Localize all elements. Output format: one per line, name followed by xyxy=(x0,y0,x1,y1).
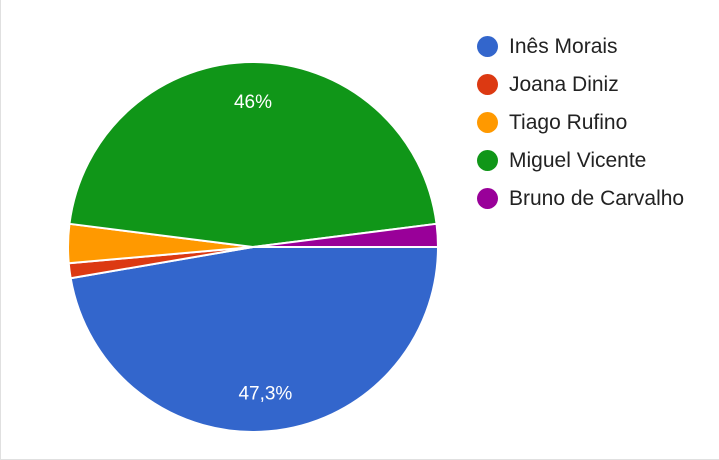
legend-item-ines-morais[interactable]: Inês Morais xyxy=(477,32,707,61)
legend-label: Miguel Vicente xyxy=(509,149,647,172)
slice-label: 46% xyxy=(234,92,272,113)
legend-item-tiago-rufino[interactable]: Tiago Rufino xyxy=(477,108,707,137)
legend-swatch xyxy=(477,112,498,133)
legend-swatch xyxy=(477,150,498,171)
legend-label: Joana Diniz xyxy=(509,73,619,96)
legend: Inês Morais Joana Diniz Tiago Rufino Mig… xyxy=(477,32,707,222)
pie-slice-bruno-de-carvalho[interactable] xyxy=(252,222,440,248)
pie-slice-miguel-vicente[interactable] xyxy=(68,61,438,249)
pie-slice-in-s-morais[interactable] xyxy=(69,246,440,433)
slice-label: 47,3% xyxy=(238,384,292,405)
legend-swatch xyxy=(477,188,498,209)
legend-swatch xyxy=(477,36,498,57)
legend-label: Inês Morais xyxy=(509,35,618,58)
legend-label: Bruno de Carvalho xyxy=(509,187,685,210)
legend-item-joana-diniz[interactable]: Joana Diniz xyxy=(477,70,707,99)
legend-item-miguel-vicente[interactable]: Miguel Vicente xyxy=(477,146,707,175)
legend-item-bruno-de-carvalho[interactable]: Bruno de Carvalho xyxy=(477,184,707,213)
legend-label: Tiago Rufino xyxy=(509,111,628,134)
legend-swatch xyxy=(477,74,498,95)
